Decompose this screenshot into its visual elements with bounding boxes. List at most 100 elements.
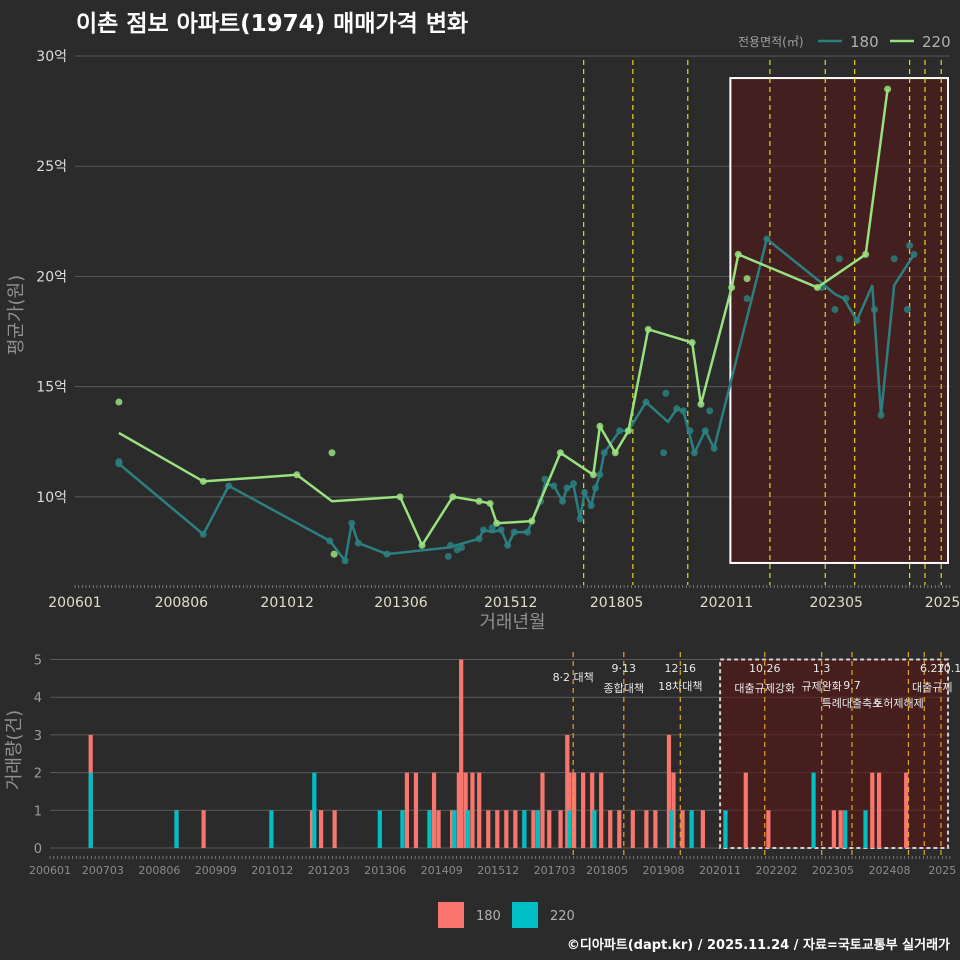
data-point-180 [523, 528, 531, 536]
volume-bar-180 [700, 810, 705, 848]
legend-label-180: 180 [850, 33, 879, 51]
y2-tick-label: 2 [34, 767, 42, 782]
volume-bar-180 [436, 810, 441, 848]
y-tick-label: 10억 [36, 490, 67, 506]
policy-name-label: 규제완화 [801, 680, 841, 693]
volume-bar-220 [452, 810, 457, 848]
legend-label-220: 220 [922, 33, 951, 51]
volume-bar-180 [404, 772, 410, 848]
data-point-180 [903, 305, 911, 313]
volume-bar-220 [811, 772, 816, 848]
policy-date-label: 10.1 [937, 662, 960, 675]
x2-tick-label: 200909 [195, 864, 237, 877]
volume-bar-180 [431, 772, 437, 848]
series-line-220 [118, 88, 889, 548]
data-point-180 [497, 526, 505, 534]
volume-bar-180 [644, 810, 649, 848]
data-point-180 [853, 317, 861, 325]
volume-bar-180 [581, 772, 586, 848]
data-point-180 [326, 537, 334, 545]
data-point-180 [592, 484, 600, 492]
volume-bar-220 [689, 810, 694, 848]
data-point-180 [600, 449, 608, 457]
data-point-180 [225, 482, 233, 490]
x-tick-label: 201805 [590, 595, 643, 611]
highlight-region [729, 77, 949, 564]
legend2-key-180 [438, 902, 464, 928]
data-point-220 [734, 250, 742, 258]
x2-tick-label: 202202 [756, 864, 798, 877]
volume-bar-180 [571, 772, 577, 848]
data-point-220 [688, 339, 696, 347]
data-point-180 [706, 407, 714, 415]
y-tick-label: 30억 [36, 49, 67, 65]
volume-bar-180 [477, 772, 482, 848]
volume-bar-220 [312, 772, 317, 848]
x2-tick-label: 201512 [477, 864, 519, 877]
data-point-180 [348, 519, 356, 527]
y2-tick-label: 4 [34, 691, 42, 706]
volume-bar-220 [400, 810, 405, 848]
data-point-220 [743, 275, 751, 283]
data-point-180 [488, 524, 496, 532]
data-point-220 [556, 449, 564, 457]
data-point-220 [884, 85, 892, 93]
volume-bar-180 [558, 810, 563, 848]
series-line-180 [118, 236, 916, 564]
x-axis-title: 거래년월 [479, 612, 545, 633]
data-point-180 [541, 475, 549, 483]
data-point-220 [449, 493, 457, 501]
data-point-180 [660, 449, 668, 457]
x2-tick-label: 202305 [812, 864, 854, 877]
volume-bar-180 [450, 810, 455, 848]
volume-bar-180 [831, 810, 836, 848]
x-tick-label: 2025 [925, 595, 960, 611]
legend2-label-220: 220 [550, 909, 575, 924]
volume-bar-220 [669, 810, 674, 848]
data-point-180 [906, 242, 914, 250]
volume-bar-180 [470, 772, 475, 848]
data-point-180 [444, 552, 452, 560]
policy-date-label: 9.7 [843, 679, 861, 692]
policy-date-label: 1.3 [813, 662, 831, 675]
x-tick-label: 201512 [484, 595, 537, 611]
x2-tick-label: 201908 [643, 864, 685, 877]
volume-bar-220 [377, 810, 382, 848]
volume-bar-220 [174, 810, 179, 848]
data-point-180 [563, 484, 571, 492]
volume-bar-220 [723, 810, 728, 848]
x2-tick-label: 201805 [586, 864, 628, 877]
data-point-180 [447, 541, 455, 549]
data-point-220 [486, 499, 494, 507]
data-point-180 [559, 497, 567, 505]
data-point-220 [418, 541, 426, 549]
volume-bar-220 [522, 810, 527, 848]
data-point-220 [328, 449, 336, 457]
data-point-180 [686, 427, 694, 435]
x-tick-label: 202011 [700, 595, 753, 611]
data-point-220 [528, 517, 536, 525]
y2-tick-label: 1 [34, 804, 42, 819]
data-point-180 [581, 488, 589, 496]
data-point-220 [589, 471, 597, 479]
data-point-220 [697, 400, 705, 408]
volume-bar-180 [671, 772, 676, 848]
volume-bar-180 [838, 810, 843, 848]
data-point-180 [842, 294, 850, 302]
data-point-220 [596, 422, 604, 430]
policy-name-label: 종합대책 [604, 682, 644, 695]
data-point-180 [890, 255, 898, 263]
volume-bar-180 [766, 810, 771, 848]
data-point-220 [644, 325, 652, 333]
volume-bar-180 [680, 810, 685, 848]
y-tick-label: 25억 [36, 159, 67, 175]
data-point-180 [710, 444, 718, 452]
policy-name-label: 대출규제강화 [734, 682, 795, 695]
volume-bar-180 [870, 772, 875, 848]
volume-bar-180 [666, 734, 672, 848]
volume-bar-180 [608, 810, 613, 848]
volume-bar-180 [201, 810, 206, 848]
source-footer: ©디아파트(dapt.kr) / 2025.11.24 / 자료=국토교통부 실… [566, 938, 950, 953]
data-point-180 [341, 557, 349, 565]
